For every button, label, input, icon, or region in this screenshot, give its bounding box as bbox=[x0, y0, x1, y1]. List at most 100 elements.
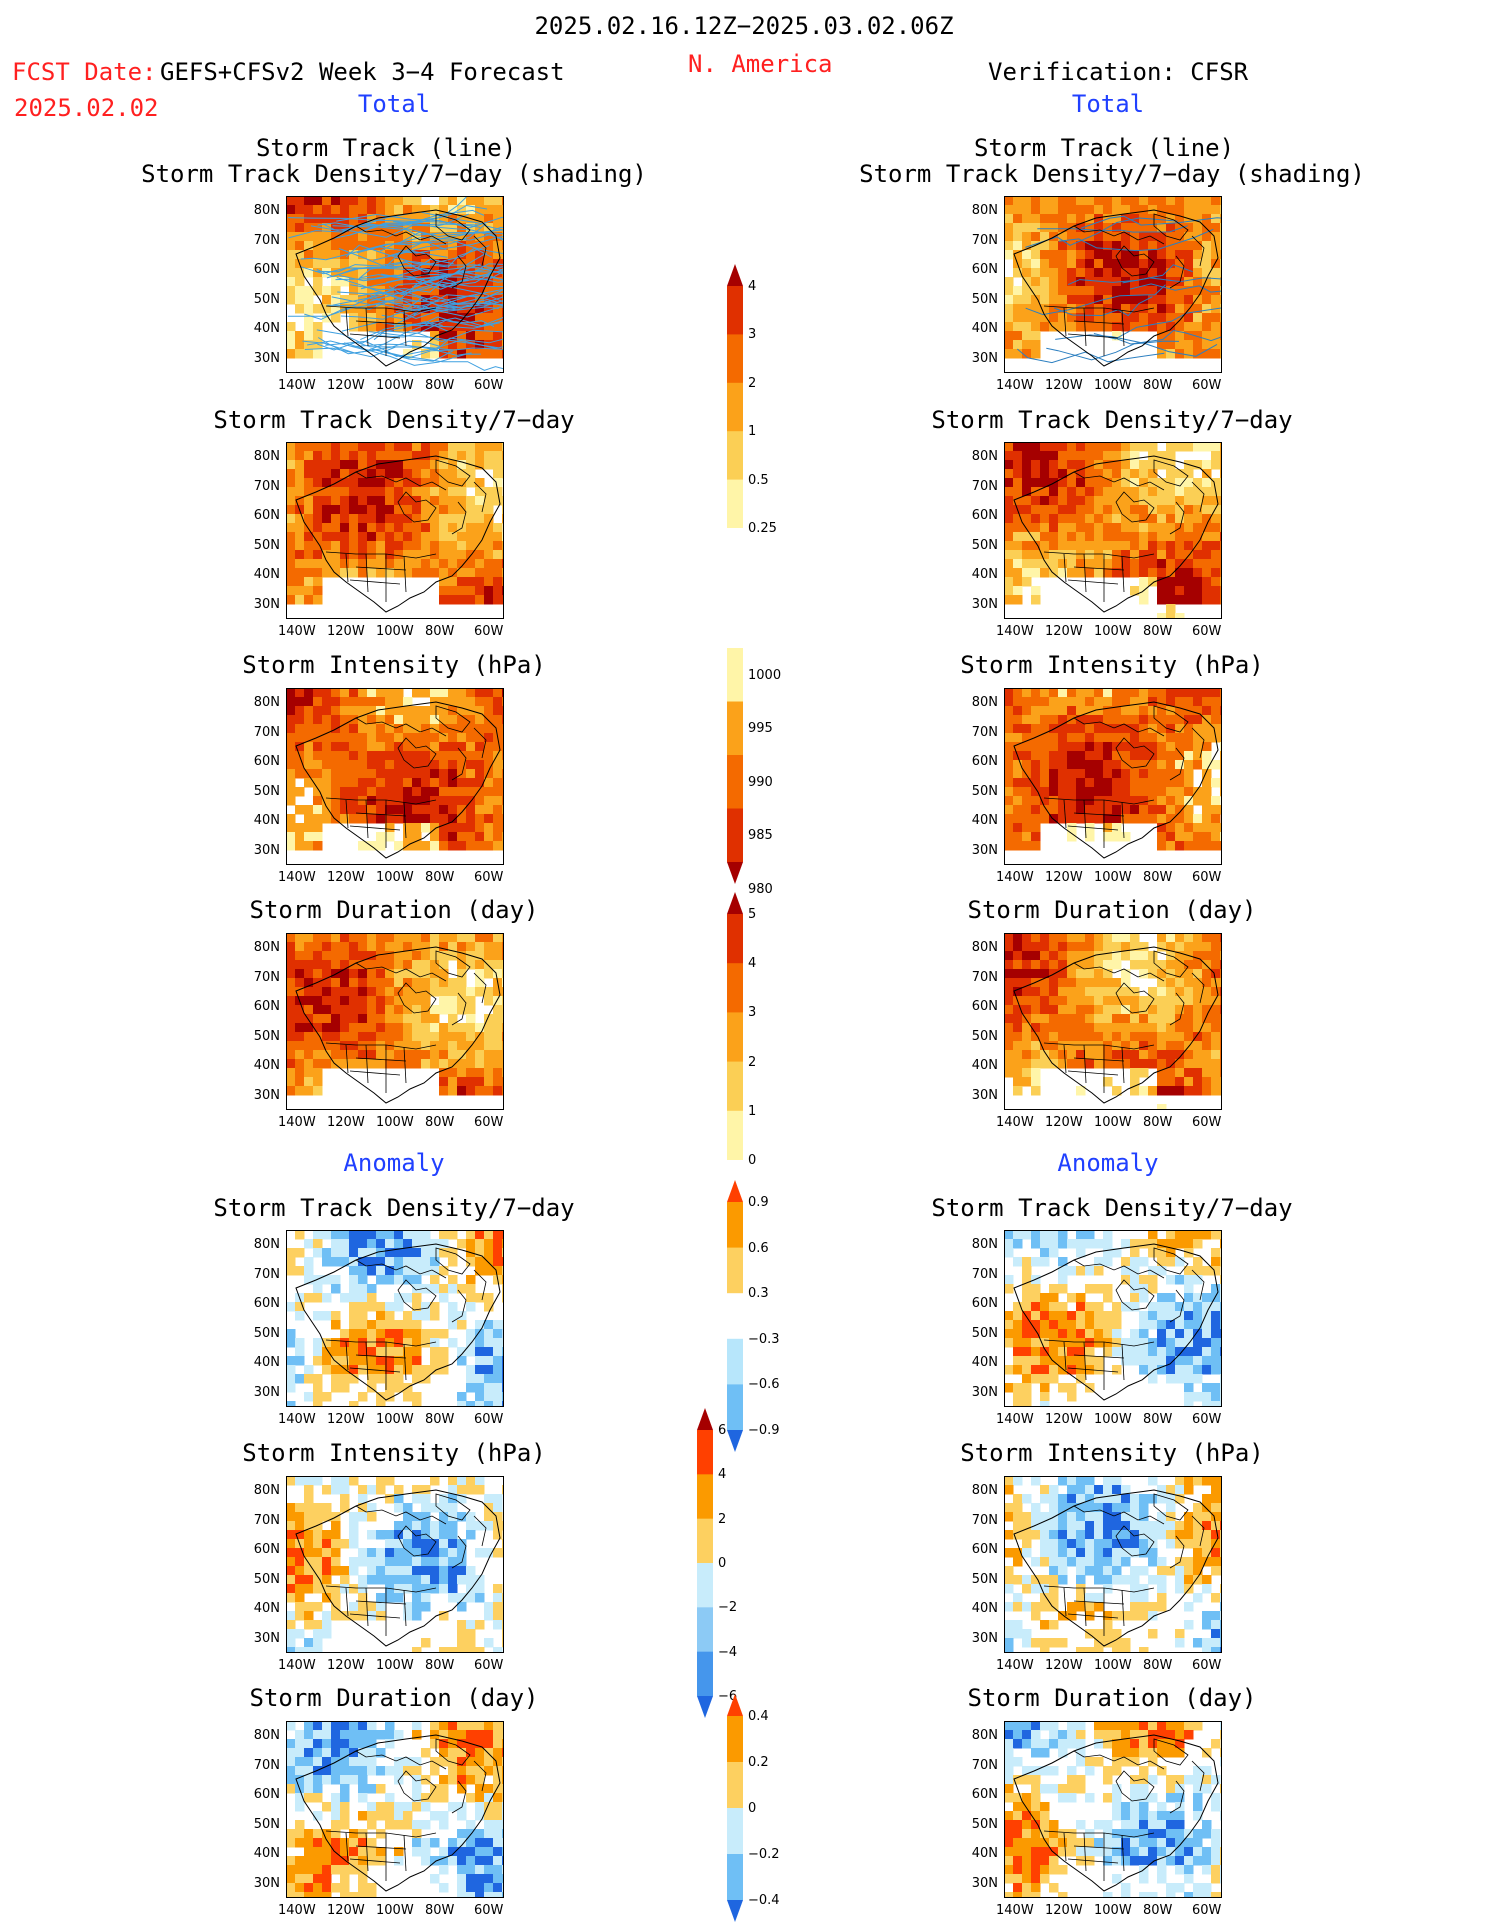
map-plot bbox=[286, 1721, 504, 1898]
fcst-date-label: FCST Date: bbox=[12, 58, 157, 86]
lat-label: 70N bbox=[253, 232, 280, 248]
lon-label: 80W bbox=[425, 1115, 455, 1130]
colorbar-intensity_total bbox=[727, 648, 743, 884]
lon-label: 120W bbox=[327, 378, 365, 393]
title-density-anom-left: Storm Track Density/7−day bbox=[213, 1194, 575, 1222]
map-frame bbox=[286, 933, 504, 1110]
lat-label: 40N bbox=[253, 321, 280, 336]
map-plot bbox=[286, 442, 504, 619]
map-plot bbox=[286, 933, 504, 1110]
lon-label: 140W bbox=[996, 1412, 1034, 1427]
fcst-date: 2025.02.02 bbox=[14, 94, 159, 122]
lon-label: 80W bbox=[1143, 1412, 1173, 1427]
colorbar-label: −2 bbox=[718, 1600, 738, 1616]
colorbar-label: 3 bbox=[748, 1005, 757, 1021]
lat-label: 60N bbox=[971, 1787, 998, 1802]
shading-field bbox=[286, 1721, 504, 1898]
lat-label: 70N bbox=[971, 478, 998, 494]
lat-label: 40N bbox=[253, 1846, 280, 1861]
lat-label: 70N bbox=[253, 1512, 280, 1528]
lon-label: 120W bbox=[327, 870, 365, 885]
colorbar-label: −4 bbox=[718, 1644, 738, 1660]
lat-label: 40N bbox=[253, 1355, 280, 1370]
lon-label: 140W bbox=[996, 378, 1034, 393]
lat-label: 30N bbox=[971, 1384, 998, 1400]
lon-label: 120W bbox=[1045, 1903, 1083, 1918]
lat-label: 30N bbox=[971, 1087, 998, 1103]
lat-label: 80N bbox=[253, 1483, 280, 1498]
lon-label: 60W bbox=[474, 1412, 504, 1427]
lat-label: 70N bbox=[971, 1266, 998, 1282]
colorbar-label: 1000 bbox=[748, 667, 782, 683]
lat-label: 80N bbox=[253, 203, 280, 218]
lon-label: 120W bbox=[327, 1115, 365, 1130]
lon-label: 140W bbox=[278, 1658, 316, 1673]
map-frame bbox=[1004, 1230, 1222, 1407]
lon-label: 140W bbox=[278, 870, 316, 885]
lat-label: 70N bbox=[971, 969, 998, 985]
verification-label: Verification: CFSR bbox=[988, 58, 1249, 86]
period-title: 2025.02.16.12Z−2025.03.02.06Z bbox=[534, 12, 954, 40]
lon-label: 80W bbox=[425, 1658, 455, 1673]
lat-label: 40N bbox=[971, 567, 998, 582]
lat-label: 60N bbox=[971, 1296, 998, 1311]
lat-label: 80N bbox=[971, 1237, 998, 1252]
map-density-left bbox=[286, 442, 504, 619]
colorbar-label: −0.9 bbox=[748, 1423, 780, 1438]
colorbar-label: 4 bbox=[718, 1467, 727, 1483]
map-plot bbox=[1004, 1476, 1222, 1653]
lat-label: 50N bbox=[253, 1325, 280, 1341]
lon-label: 140W bbox=[996, 1658, 1034, 1673]
lat-label: 40N bbox=[971, 1058, 998, 1073]
lon-label: 100W bbox=[1094, 870, 1132, 885]
map-intensity-left bbox=[286, 688, 504, 865]
map-intensity-right bbox=[1004, 688, 1222, 865]
lon-label: 120W bbox=[1045, 378, 1083, 393]
lon-label: 80W bbox=[1143, 624, 1173, 639]
lat-label: 70N bbox=[971, 232, 998, 248]
title-track-line-right: Storm Track (line) bbox=[973, 134, 1235, 162]
map-duration-anom-right bbox=[1004, 1721, 1222, 1898]
colorbar-label: 0.9 bbox=[748, 1195, 769, 1210]
colorbar-duration_anom bbox=[727, 1694, 743, 1922]
lon-label: 100W bbox=[1094, 1658, 1132, 1673]
coastline bbox=[1013, 1489, 1219, 1647]
colorbar-label: 0 bbox=[748, 1153, 757, 1168]
lon-label: 80W bbox=[1143, 870, 1173, 885]
lon-label: 100W bbox=[376, 1903, 414, 1918]
lat-label: 40N bbox=[253, 1601, 280, 1616]
lon-label: 80W bbox=[425, 870, 455, 885]
coastline bbox=[1013, 455, 1219, 613]
map-plot bbox=[1004, 688, 1222, 865]
lon-label: 80W bbox=[425, 1412, 455, 1427]
map-density-anom-right bbox=[1004, 1230, 1222, 1407]
map-plot bbox=[1004, 1721, 1222, 1898]
map-plot bbox=[1004, 442, 1222, 619]
shading-field bbox=[1004, 1230, 1222, 1407]
section-total-left: Total bbox=[357, 90, 431, 118]
colorbar-label: 980 bbox=[748, 881, 773, 897]
section-anomaly-left: Anomaly bbox=[343, 1149, 445, 1177]
lon-label: 60W bbox=[474, 870, 504, 885]
map-intensity-anom-right bbox=[1004, 1476, 1222, 1653]
shading-field bbox=[1004, 688, 1222, 851]
lat-label: 70N bbox=[971, 1512, 998, 1528]
coastline bbox=[295, 1489, 501, 1647]
title-duration-anom-right: Storm Duration (day) bbox=[967, 1684, 1257, 1712]
lon-label: 80W bbox=[1143, 1658, 1173, 1673]
shading-field bbox=[286, 1230, 504, 1407]
coastline bbox=[295, 455, 501, 613]
colorbar-label: −6 bbox=[718, 1689, 738, 1704]
lat-label: 80N bbox=[253, 1728, 280, 1743]
lat-label: 80N bbox=[253, 695, 280, 710]
map-plot bbox=[286, 688, 504, 865]
lon-label: 100W bbox=[1094, 624, 1132, 639]
lon-label: 60W bbox=[1192, 1412, 1222, 1427]
colorbar-label: 1 bbox=[748, 1103, 757, 1119]
lat-label: 40N bbox=[971, 1846, 998, 1861]
colorbar-label: −0.6 bbox=[748, 1377, 780, 1393]
title-track-shading-left: Storm Track Density/7−day (shading) bbox=[141, 160, 647, 188]
lat-label: 80N bbox=[971, 203, 998, 218]
title-duration-total-right: Storm Duration (day) bbox=[967, 896, 1257, 924]
map-plot bbox=[1004, 1230, 1222, 1407]
